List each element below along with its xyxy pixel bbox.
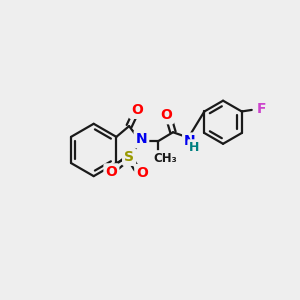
Text: N: N bbox=[136, 132, 147, 146]
Text: O: O bbox=[131, 103, 143, 117]
Text: S: S bbox=[124, 150, 134, 164]
Text: O: O bbox=[160, 108, 172, 122]
Text: CH₃: CH₃ bbox=[153, 152, 177, 165]
Text: F: F bbox=[257, 102, 266, 116]
Text: N: N bbox=[184, 134, 196, 148]
Text: O: O bbox=[106, 165, 117, 179]
Text: O: O bbox=[136, 166, 148, 180]
Text: H: H bbox=[189, 141, 200, 154]
